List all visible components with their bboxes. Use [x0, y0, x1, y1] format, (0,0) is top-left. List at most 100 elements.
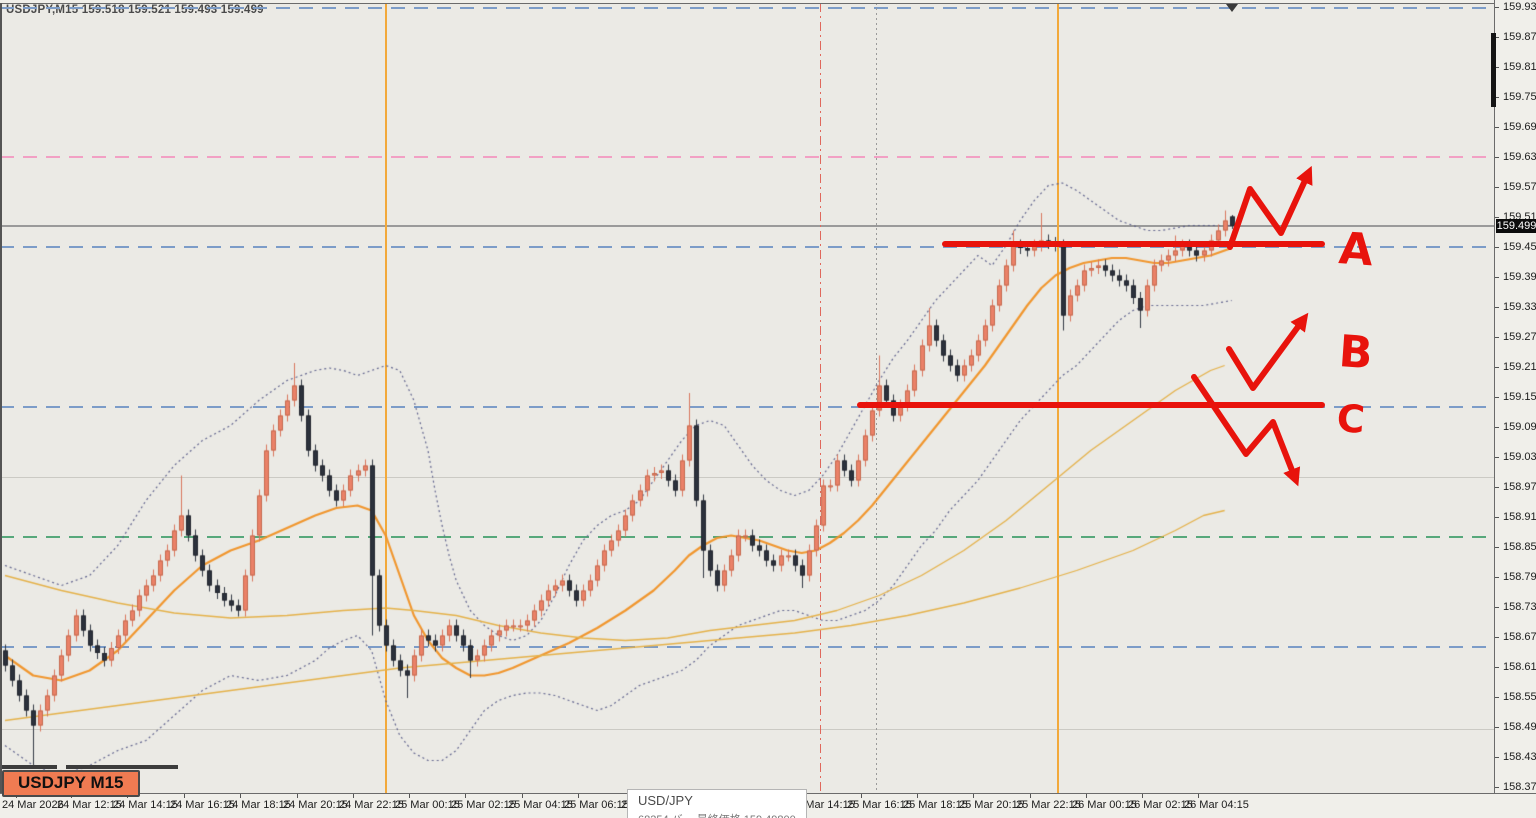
- chart-scrollbar-segment[interactable]: [2, 765, 57, 769]
- price-axis-tick: [1495, 787, 1499, 788]
- price-axis-label: 158.677: [1503, 631, 1536, 643]
- price-axis-label: 159.277: [1503, 331, 1536, 343]
- price-axis-label: 159.037: [1503, 451, 1536, 463]
- price-axis-label: 159.217: [1503, 361, 1536, 373]
- time-axis-label: 25 Mar 00:15: [395, 799, 460, 811]
- price-axis-label: 159.877: [1503, 31, 1536, 43]
- time-axis-label: 25 Mar 20:15: [959, 799, 1024, 811]
- time-axis-tick: [353, 794, 354, 798]
- chart-scrollbar-segment[interactable]: [66, 765, 178, 769]
- price-axis-label: 158.797: [1503, 571, 1536, 583]
- price-axis-tick: [1495, 7, 1499, 8]
- price-axis-label: 159.937: [1503, 1, 1536, 13]
- zigzag-arrow-a[interactable]: [1227, 165, 1313, 250]
- price-axis-tick: [1495, 367, 1499, 368]
- time-axis-tick: [1030, 794, 1031, 798]
- annotation-letter-A[interactable]: A: [1337, 223, 1375, 276]
- price-axis-tick: [1495, 397, 1499, 398]
- price-axis-tick: [1495, 667, 1499, 668]
- price-chart-canvas[interactable]: [0, 0, 1494, 793]
- price-axis-label: 158.617: [1503, 661, 1536, 673]
- price-axis-label: 159.457: [1503, 241, 1536, 253]
- time-axis-label: 26 Mar 02:15: [1128, 799, 1193, 811]
- time-axis-tick: [1198, 794, 1199, 798]
- tooltip-bar-info: 68254 バー 最終価格 159.49800: [638, 811, 796, 818]
- price-axis-label: 158.557: [1503, 691, 1536, 703]
- time-axis-label: 25 Mar 22:15: [1016, 799, 1081, 811]
- annotation-letter-C[interactable]: C: [1335, 396, 1366, 442]
- time-axis-tick: [240, 794, 241, 798]
- price-axis-label: 158.917: [1503, 511, 1536, 523]
- time-axis-tick: [1142, 794, 1143, 798]
- price-axis-tick: [1495, 637, 1499, 638]
- price-axis-label: 159.817: [1503, 61, 1536, 73]
- zigzag-arrow-down[interactable]: [1191, 374, 1301, 487]
- time-axis-label: 24 Mar 14:15: [113, 799, 178, 811]
- time-axis-tick: [578, 794, 579, 798]
- time-axis-label: 25 Mar 02:15: [451, 799, 516, 811]
- price-axis-tick: [1495, 427, 1499, 428]
- price-axis-tick: [1495, 727, 1499, 728]
- time-axis-tick: [861, 794, 862, 798]
- price-axis-label: 158.497: [1503, 721, 1536, 733]
- price-axis-tick: [1495, 247, 1499, 248]
- price-axis-tick: [1495, 457, 1499, 458]
- zigzag-arrow-b[interactable]: [1226, 312, 1309, 391]
- price-axis-tick: [1495, 697, 1499, 698]
- time-axis-label: 24 Mar 16:15: [170, 799, 235, 811]
- time-axis-tick: [465, 794, 466, 798]
- time-axis-label: 25 Mar 04:15: [508, 799, 573, 811]
- price-axis-tick: [1495, 97, 1499, 98]
- time-axis-label: 25 Mar 18:15: [903, 799, 968, 811]
- time-axis-label: 24 Mar 22:15: [339, 799, 404, 811]
- time-marker-triangle[interactable]: [1226, 4, 1238, 12]
- time-axis-tick: [184, 794, 185, 798]
- time-axis-tick: [917, 794, 918, 798]
- price-axis-tick: [1495, 547, 1499, 548]
- price-axis-tick: [1495, 187, 1499, 188]
- time-axis-label: 24 Mar 20:15: [283, 799, 348, 811]
- price-axis-tick: [1495, 127, 1499, 128]
- price-axis-label: 158.377: [1503, 781, 1536, 793]
- price-axis-tick: [1495, 157, 1499, 158]
- data-window-tooltip: USD/JPY 68254 バー 最終価格 159.49800: [627, 789, 807, 818]
- time-axis-tick: [1086, 794, 1087, 798]
- price-axis-tick: [1495, 487, 1499, 488]
- price-axis-label: 159.577: [1503, 181, 1536, 193]
- chart-top-border: [0, 3, 1536, 4]
- price-axis-tick: [1495, 277, 1499, 278]
- price-axis-tick: [1495, 607, 1499, 608]
- price-axis-tick: [1495, 307, 1499, 308]
- price-axis-label: 158.437: [1503, 751, 1536, 763]
- price-axis-label: 158.977: [1503, 481, 1536, 493]
- price-axis-label: 159.157: [1503, 391, 1536, 403]
- time-axis-label: 25 Mar 06:15: [564, 799, 629, 811]
- symbol-period-badge[interactable]: USDJPY M15: [2, 770, 140, 797]
- time-axis-label: 24 Mar 18:15: [226, 799, 291, 811]
- time-axis-label: 24 Mar 2026: [2, 799, 64, 811]
- price-axis-scrollbar[interactable]: [1491, 33, 1496, 107]
- time-axis-tick: [973, 794, 974, 798]
- price-axis-tick: [1495, 577, 1499, 578]
- price-axis-tick: [1495, 757, 1499, 758]
- time-axis-label: 24 Mar 12:15: [57, 799, 122, 811]
- time-axis-tick: [522, 794, 523, 798]
- annotation-letter-B[interactable]: B: [1337, 326, 1374, 379]
- price-axis-tick: [1495, 517, 1499, 518]
- price-axis-label: 159.637: [1503, 151, 1536, 163]
- price-axis-label: 159.397: [1503, 271, 1536, 283]
- price-axis-label: 159.697: [1503, 121, 1536, 133]
- time-axis-label: 25 Mar 16:15: [847, 799, 912, 811]
- price-axis-tick: [1495, 337, 1499, 338]
- current-price-badge: 159.499: [1496, 219, 1536, 233]
- time-axis-label: 26 Mar 00:15: [1072, 799, 1137, 811]
- time-axis-label: 26 Mar 04:15: [1184, 799, 1249, 811]
- time-axis-tick: [409, 794, 410, 798]
- price-axis[interactable]: 159.499 159.937 159.877 159.817 159.757 159.…: [1491, 0, 1536, 793]
- tooltip-symbol: USD/JPY: [638, 793, 693, 808]
- price-axis-label: 159.097: [1503, 421, 1536, 433]
- price-axis-tick: [1495, 67, 1499, 68]
- price-axis-tick: [1495, 37, 1499, 38]
